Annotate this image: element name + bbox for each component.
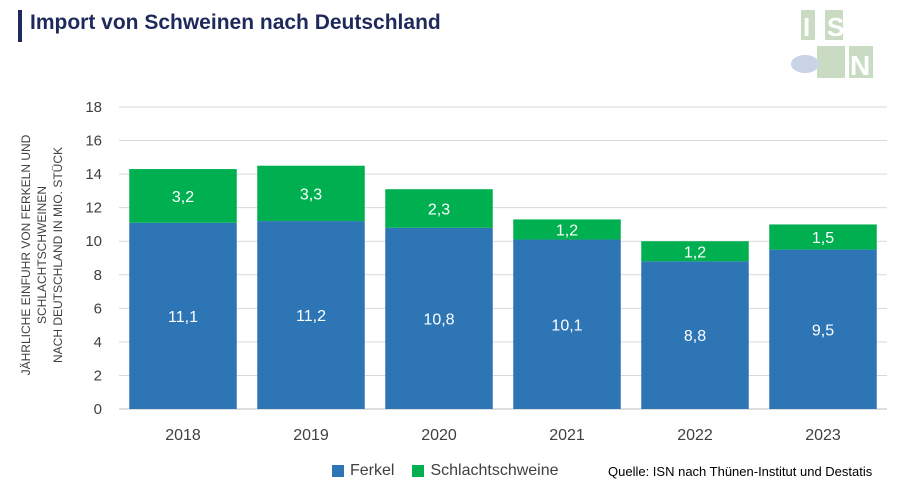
data-label-schlachtschweine-2019: 3,3 bbox=[300, 186, 322, 203]
bar-ferkel-2023 bbox=[769, 249, 877, 409]
data-label-ferkel-2019: 11,2 bbox=[296, 308, 326, 325]
bar-ferkel-2018 bbox=[129, 222, 237, 409]
x-tick-label: 2019 bbox=[293, 427, 329, 444]
y-tick-label: 12 bbox=[85, 200, 102, 217]
svg-text:N: N bbox=[850, 50, 870, 80]
isn-logo: I S N bbox=[787, 8, 876, 80]
legend-item-ferkel: Ferkel bbox=[332, 462, 394, 480]
data-label-ferkel-2018: 11,1 bbox=[168, 309, 198, 326]
x-tick-label: 2023 bbox=[805, 427, 841, 444]
chart-title: Import von Schweinen nach Deutschland bbox=[30, 11, 441, 34]
bar-ferkel-2021 bbox=[513, 239, 621, 409]
bar-schlachtschweine-2022 bbox=[641, 241, 749, 262]
legend-label-schlachtschweine: Schlachtschweine bbox=[430, 462, 559, 479]
legend-swatch-schlachtschweine bbox=[412, 465, 425, 477]
data-label-schlachtschweine-2018: 3,2 bbox=[172, 189, 194, 206]
y-tick-label: 16 bbox=[85, 133, 102, 150]
data-label-ferkel-2022: 8,8 bbox=[684, 328, 706, 345]
legend-label-ferkel: Ferkel bbox=[350, 462, 395, 479]
svg-text:I: I bbox=[803, 12, 810, 42]
bar-schlachtschweine-2018 bbox=[129, 169, 237, 223]
data-label-schlachtschweine-2023: 1,5 bbox=[812, 230, 834, 247]
bar-schlachtschweine-2020 bbox=[385, 189, 493, 228]
legend-swatch-ferkel bbox=[332, 465, 344, 477]
y-tick-label: 2 bbox=[94, 367, 102, 384]
data-label-ferkel-2023: 9,5 bbox=[812, 322, 834, 339]
y-tick-label: 6 bbox=[94, 300, 102, 317]
data-label-schlachtschweine-2020: 2,3 bbox=[428, 202, 450, 219]
bar-ferkel-2020 bbox=[385, 227, 493, 409]
y-tick-label: 10 bbox=[85, 233, 102, 250]
bar-ferkel-2019 bbox=[257, 221, 365, 409]
x-tick-label: 2022 bbox=[677, 427, 713, 444]
bar-schlachtschweine-2019 bbox=[257, 165, 365, 222]
x-tick-label: 2020 bbox=[421, 427, 457, 444]
y-tick-label: 14 bbox=[85, 166, 102, 183]
data-label-ferkel-2020: 10,8 bbox=[423, 311, 454, 328]
x-tick-label: 2021 bbox=[549, 427, 585, 444]
data-label-schlachtschweine-2021: 1,2 bbox=[556, 222, 578, 239]
bar-schlachtschweine-2021 bbox=[513, 219, 621, 240]
y-tick-label: 0 bbox=[94, 401, 102, 418]
y-tick-label: 18 bbox=[85, 99, 102, 116]
svg-text:S: S bbox=[827, 12, 844, 42]
y-tick-label: 4 bbox=[94, 334, 102, 351]
bar-ferkel-2022 bbox=[641, 261, 749, 409]
source-note: Quelle: ISN nach Thünen-Institut und Des… bbox=[608, 464, 873, 479]
data-label-ferkel-2021: 10,1 bbox=[551, 317, 582, 334]
x-tick-label: 2018 bbox=[165, 427, 201, 444]
y-tick-label: 8 bbox=[94, 267, 102, 284]
data-label-schlachtschweine-2022: 1,2 bbox=[684, 244, 706, 261]
bar-schlachtschweine-2023 bbox=[769, 224, 877, 250]
legend-item-schlachtschweine: Schlachtschweine bbox=[412, 462, 559, 480]
title-accent-bar bbox=[18, 10, 22, 42]
legend: Ferkel Schlachtschweine bbox=[332, 462, 577, 480]
